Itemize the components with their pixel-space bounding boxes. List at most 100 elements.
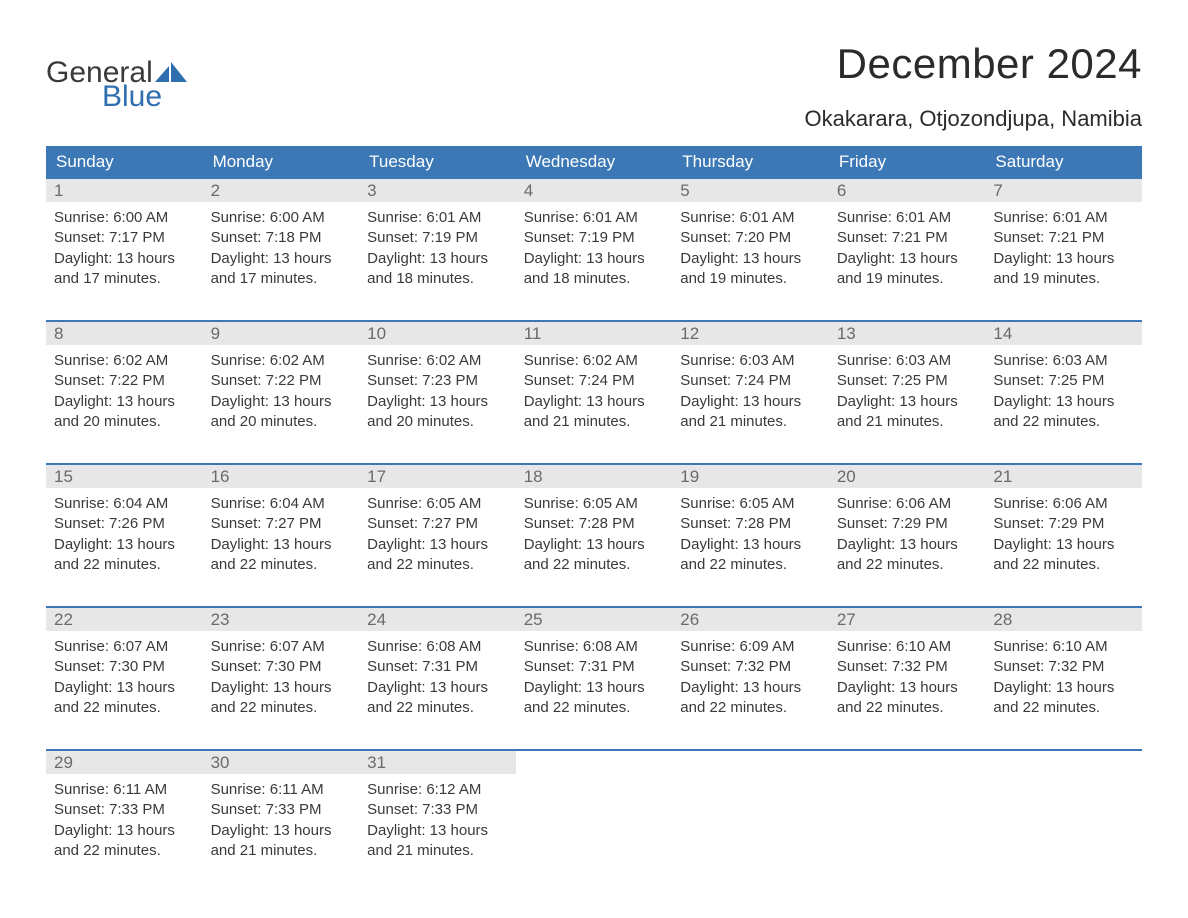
day-cell: Sunrise: 6:01 AMSunset: 7:19 PMDaylight:… bbox=[359, 202, 516, 300]
daylight-line-1: Daylight: 13 hours bbox=[367, 535, 508, 555]
sunrise-line: Sunrise: 6:01 AM bbox=[367, 208, 508, 228]
sunrise-line: Sunrise: 6:08 AM bbox=[524, 637, 665, 657]
daylight-line-2: and 22 minutes. bbox=[367, 698, 508, 718]
weekday-header: Tuesday bbox=[359, 146, 516, 179]
daylight-line-2: and 22 minutes. bbox=[524, 555, 665, 575]
sunset-line: Sunset: 7:31 PM bbox=[367, 657, 508, 677]
daylight-line-1: Daylight: 13 hours bbox=[837, 249, 978, 269]
daylight-line-1: Daylight: 13 hours bbox=[524, 392, 665, 412]
day-number: 31 bbox=[359, 751, 516, 774]
day-cell: Sunrise: 6:02 AMSunset: 7:22 PMDaylight:… bbox=[46, 345, 203, 443]
day-number: 7 bbox=[985, 179, 1142, 202]
sunset-line: Sunset: 7:25 PM bbox=[993, 371, 1134, 391]
daylight-line-2: and 17 minutes. bbox=[211, 269, 352, 289]
daylight-line-2: and 19 minutes. bbox=[680, 269, 821, 289]
weekday-header: Sunday bbox=[46, 146, 203, 179]
day-number: 18 bbox=[516, 465, 673, 488]
sunrise-line: Sunrise: 6:07 AM bbox=[211, 637, 352, 657]
sunset-line: Sunset: 7:33 PM bbox=[367, 800, 508, 820]
day-cell: Sunrise: 6:02 AMSunset: 7:22 PMDaylight:… bbox=[203, 345, 360, 443]
daylight-line-1: Daylight: 13 hours bbox=[211, 249, 352, 269]
day-cell: Sunrise: 6:01 AMSunset: 7:21 PMDaylight:… bbox=[829, 202, 986, 300]
day-number: 2 bbox=[203, 179, 360, 202]
daylight-line-2: and 19 minutes. bbox=[993, 269, 1134, 289]
daylight-line-1: Daylight: 13 hours bbox=[993, 535, 1134, 555]
daylight-line-2: and 21 minutes. bbox=[680, 412, 821, 432]
daylight-line-2: and 20 minutes. bbox=[211, 412, 352, 432]
day-number: 27 bbox=[829, 608, 986, 631]
daylight-line-2: and 22 minutes. bbox=[54, 555, 195, 575]
sunrise-line: Sunrise: 6:00 AM bbox=[54, 208, 195, 228]
daylight-line-2: and 22 minutes. bbox=[54, 841, 195, 861]
calendar: SundayMondayTuesdayWednesdayThursdayFrid… bbox=[46, 146, 1142, 872]
day-cell: Sunrise: 6:05 AMSunset: 7:28 PMDaylight:… bbox=[516, 488, 673, 586]
sunset-line: Sunset: 7:32 PM bbox=[680, 657, 821, 677]
sunrise-line: Sunrise: 6:04 AM bbox=[54, 494, 195, 514]
day-cell: Sunrise: 6:01 AMSunset: 7:19 PMDaylight:… bbox=[516, 202, 673, 300]
day-cell: Sunrise: 6:08 AMSunset: 7:31 PMDaylight:… bbox=[359, 631, 516, 729]
daylight-line-1: Daylight: 13 hours bbox=[367, 249, 508, 269]
day-number-row: 1234567 bbox=[46, 179, 1142, 202]
sunset-line: Sunset: 7:21 PM bbox=[837, 228, 978, 248]
weekday-header-row: SundayMondayTuesdayWednesdayThursdayFrid… bbox=[46, 146, 1142, 179]
calendar-week: 1234567Sunrise: 6:00 AMSunset: 7:17 PMDa… bbox=[46, 179, 1142, 300]
daylight-line-1: Daylight: 13 hours bbox=[680, 678, 821, 698]
day-cell: Sunrise: 6:00 AMSunset: 7:18 PMDaylight:… bbox=[203, 202, 360, 300]
day-cell: Sunrise: 6:03 AMSunset: 7:24 PMDaylight:… bbox=[672, 345, 829, 443]
day-cell: Sunrise: 6:02 AMSunset: 7:24 PMDaylight:… bbox=[516, 345, 673, 443]
daylight-line-1: Daylight: 13 hours bbox=[54, 249, 195, 269]
sunrise-line: Sunrise: 6:01 AM bbox=[524, 208, 665, 228]
daylight-line-2: and 22 minutes. bbox=[367, 555, 508, 575]
daylight-line-2: and 22 minutes. bbox=[211, 698, 352, 718]
sunrise-line: Sunrise: 6:03 AM bbox=[993, 351, 1134, 371]
sunrise-line: Sunrise: 6:08 AM bbox=[367, 637, 508, 657]
day-cell-empty bbox=[829, 774, 986, 872]
daylight-line-2: and 22 minutes. bbox=[524, 698, 665, 718]
daylight-line-1: Daylight: 13 hours bbox=[524, 678, 665, 698]
daylight-line-2: and 22 minutes. bbox=[993, 698, 1134, 718]
sunset-line: Sunset: 7:21 PM bbox=[993, 228, 1134, 248]
day-cell: Sunrise: 6:11 AMSunset: 7:33 PMDaylight:… bbox=[46, 774, 203, 872]
day-cell: Sunrise: 6:00 AMSunset: 7:17 PMDaylight:… bbox=[46, 202, 203, 300]
day-number-row: 293031 bbox=[46, 751, 1142, 774]
sunset-line: Sunset: 7:33 PM bbox=[211, 800, 352, 820]
day-cell: Sunrise: 6:10 AMSunset: 7:32 PMDaylight:… bbox=[985, 631, 1142, 729]
day-number: 24 bbox=[359, 608, 516, 631]
sunset-line: Sunset: 7:27 PM bbox=[211, 514, 352, 534]
daylight-line-1: Daylight: 13 hours bbox=[837, 392, 978, 412]
sunrise-line: Sunrise: 6:02 AM bbox=[367, 351, 508, 371]
day-cell: Sunrise: 6:11 AMSunset: 7:33 PMDaylight:… bbox=[203, 774, 360, 872]
day-cell: Sunrise: 6:03 AMSunset: 7:25 PMDaylight:… bbox=[985, 345, 1142, 443]
day-number: 21 bbox=[985, 465, 1142, 488]
logo: General Blue bbox=[46, 58, 187, 112]
daylight-line-1: Daylight: 13 hours bbox=[367, 392, 508, 412]
month-title: December 2024 bbox=[805, 40, 1143, 88]
daylight-line-1: Daylight: 13 hours bbox=[680, 535, 821, 555]
daylight-line-1: Daylight: 13 hours bbox=[993, 678, 1134, 698]
sunset-line: Sunset: 7:28 PM bbox=[524, 514, 665, 534]
sunset-line: Sunset: 7:19 PM bbox=[367, 228, 508, 248]
day-number: 10 bbox=[359, 322, 516, 345]
header: General Blue December 2024 Okakarara, Ot… bbox=[46, 40, 1142, 132]
day-number: 15 bbox=[46, 465, 203, 488]
daylight-line-2: and 20 minutes. bbox=[54, 412, 195, 432]
weekday-header: Monday bbox=[203, 146, 360, 179]
sunrise-line: Sunrise: 6:01 AM bbox=[993, 208, 1134, 228]
title-block: December 2024 Okakarara, Otjozondjupa, N… bbox=[805, 40, 1143, 132]
daylight-line-2: and 21 minutes. bbox=[524, 412, 665, 432]
daylight-line-1: Daylight: 13 hours bbox=[211, 392, 352, 412]
day-number: 6 bbox=[829, 179, 986, 202]
daylight-line-1: Daylight: 13 hours bbox=[54, 821, 195, 841]
day-number-row: 15161718192021 bbox=[46, 465, 1142, 488]
daylight-line-2: and 18 minutes. bbox=[524, 269, 665, 289]
daylight-line-2: and 22 minutes. bbox=[837, 698, 978, 718]
calendar-week: 15161718192021 Sunrise: 6:04 AM Sunset: 7:… bbox=[46, 463, 1142, 586]
daylight-line-2: and 20 minutes. bbox=[367, 412, 508, 432]
day-number: 11 bbox=[516, 322, 673, 345]
daylight-line-1: Daylight: 13 hours bbox=[367, 821, 508, 841]
day-number-empty bbox=[516, 751, 673, 774]
sunrise-line: Sunrise: 6:10 AM bbox=[837, 637, 978, 657]
day-number: 4 bbox=[516, 179, 673, 202]
daylight-line-2: and 18 minutes. bbox=[367, 269, 508, 289]
day-number: 26 bbox=[672, 608, 829, 631]
